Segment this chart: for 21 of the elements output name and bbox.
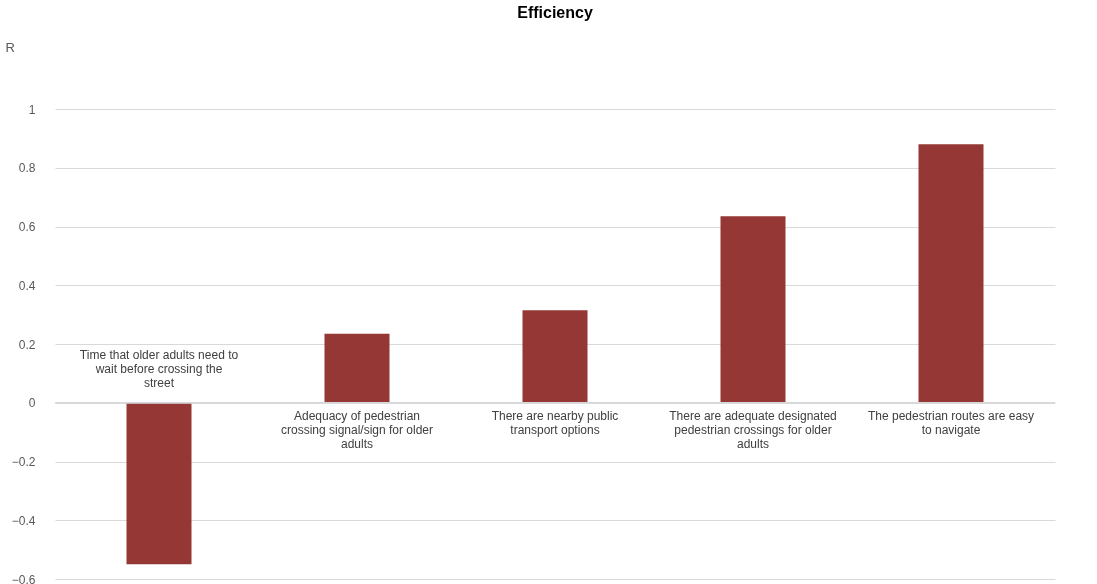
chart-title: Efficiency	[517, 4, 593, 21]
y-tick-label: 0.2	[18, 337, 36, 352]
bar	[126, 402, 192, 565]
y-tick-label: −0.4	[11, 513, 36, 528]
y-tick-label: 0.6	[18, 220, 36, 234]
y-tick-label: −0.2	[11, 455, 36, 469]
y-tick-label: 0.4	[18, 278, 36, 293]
x-tick-label: There are nearby public transport options	[491, 408, 619, 437]
y-tick-label: 0.8	[18, 161, 36, 176]
bar	[324, 333, 390, 403]
x-tick-label: Adequacy of pedestrian crossing signal/sign for older adults	[280, 408, 434, 451]
x-tick-label: The pedestrian routes are easy to navigate	[867, 408, 1035, 437]
y-axis-title: R	[5, 39, 15, 55]
bar	[522, 310, 588, 403]
bar	[918, 144, 984, 403]
y-tick-label: −0.6	[11, 572, 36, 584]
x-tick-label: Time that older adults need to wait before crossing the street	[79, 347, 239, 390]
x-tick-label: There are adequate designated pedestrian crossings for older adults	[669, 408, 837, 451]
y-tick-label: 0	[28, 396, 36, 411]
y-tick-label: 1	[28, 102, 36, 117]
bar	[720, 216, 786, 403]
